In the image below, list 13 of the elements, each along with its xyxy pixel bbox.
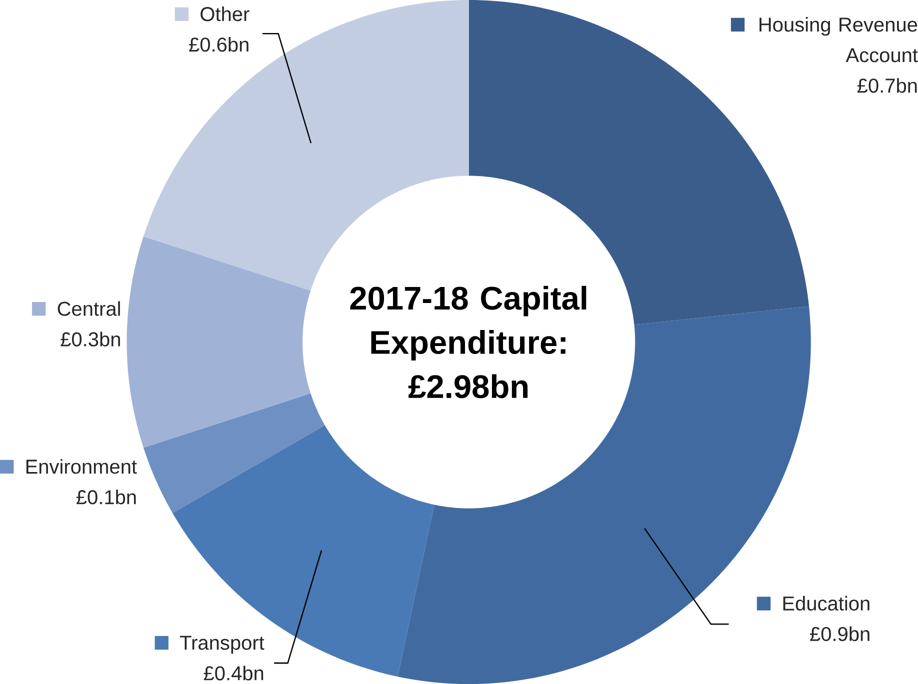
legend-label: Environment	[26, 459, 137, 474]
data-label: £0.6bn	[189, 36, 248, 52]
legend-label: Education	[783, 596, 870, 611]
legend-label: Other	[200, 6, 250, 22]
legend-label: Housing Revenue Account	[760, 16, 918, 62]
data-label: £0.3bn	[60, 332, 120, 346]
data-label: £0.1bn	[76, 490, 136, 504]
data-label: £0.9bn	[810, 626, 870, 642]
legend-label: Transport	[180, 636, 264, 654]
data-label: £0.7bn	[857, 78, 917, 93]
data-label: £0.4bn	[204, 666, 264, 680]
text: 2017-18 Capital Expenditure: £2.98bn	[350, 286, 586, 398]
legend-label: Central	[58, 301, 120, 316]
